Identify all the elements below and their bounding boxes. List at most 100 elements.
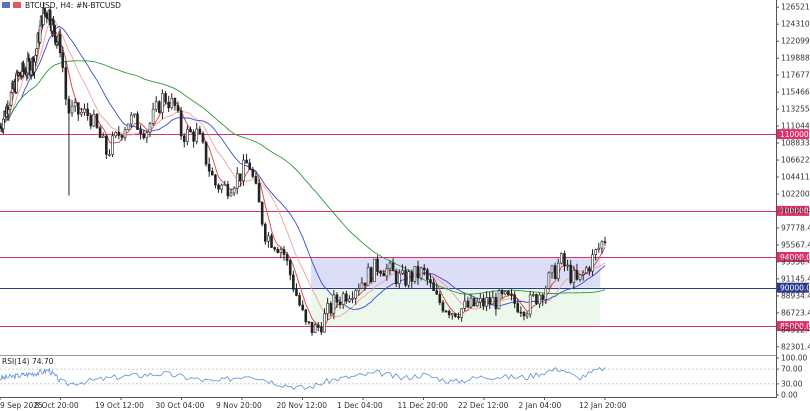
price-tick-label: 86723.4	[781, 308, 810, 317]
candle-body	[563, 253, 566, 267]
candle-body	[142, 133, 146, 139]
candle-body	[173, 97, 177, 106]
candle-body	[600, 241, 604, 249]
resistance-zone	[311, 256, 601, 288]
price-tick-label: 102200.4	[781, 190, 810, 199]
candle-body	[341, 293, 345, 305]
candle-body	[38, 25, 42, 43]
symbol-description: #N-BTCUSD	[76, 1, 121, 10]
candle-body	[329, 303, 333, 314]
candle-body	[276, 248, 280, 253]
candle-body	[588, 267, 591, 272]
candle-body	[326, 303, 329, 314]
rsi-panel: 100.00 70.00 30.00 0.00	[0, 354, 807, 400]
candle-body	[560, 253, 563, 264]
candle-body	[354, 290, 357, 299]
level-tag-94000	[777, 251, 809, 262]
candle-body	[301, 304, 304, 311]
candle-body	[500, 290, 504, 295]
candle-body	[254, 176, 258, 184]
candle-body	[235, 173, 239, 189]
candle-body	[503, 291, 507, 295]
candle-body	[158, 101, 161, 113]
candle-body	[398, 272, 401, 284]
candle-body	[556, 262, 560, 279]
candle-body	[260, 201, 264, 225]
candle-body	[454, 313, 457, 317]
candle-body	[438, 293, 442, 303]
chart-type-icon	[13, 2, 21, 8]
level-tag-110000	[777, 129, 809, 140]
time-tick-label: 9 Sep 2025	[0, 401, 43, 410]
candle-body	[497, 290, 501, 310]
candle-body	[572, 269, 576, 283]
candle-body	[528, 294, 532, 315]
candle-body	[575, 269, 579, 280]
candle-body	[80, 112, 83, 115]
level-tag-label: 100000.0	[780, 207, 810, 216]
candle-body	[591, 254, 594, 272]
time-tick-label: 1 Dec 04:00	[337, 401, 383, 410]
time-tick-label: 9 Nov 20:00	[216, 401, 262, 410]
candle-body	[164, 93, 167, 103]
candle-body	[35, 48, 39, 56]
candle-body	[404, 270, 407, 286]
candle-body	[214, 174, 217, 186]
candle-body	[101, 135, 105, 138]
price-tick-label: 97778.4	[781, 223, 810, 232]
candle-body	[176, 105, 180, 112]
candle-body	[92, 113, 96, 127]
candle-body	[460, 308, 463, 318]
rsi-tick-label: 100.00	[781, 354, 807, 363]
price-tick-label: 111044.4	[781, 122, 810, 131]
candle-body	[207, 163, 211, 172]
candle-body	[220, 184, 223, 190]
candle-body	[154, 101, 158, 110]
candle-body	[204, 141, 208, 165]
candle-body	[151, 108, 155, 124]
candle-body	[52, 20, 55, 26]
candle-body	[167, 101, 170, 109]
candle-body	[123, 129, 127, 138]
rsi-tick-label: 70.00	[781, 365, 803, 374]
candle-body	[366, 267, 370, 286]
candle-body	[475, 301, 479, 307]
candle-body	[391, 262, 395, 272]
candle-body	[267, 235, 270, 242]
candle-body	[401, 270, 404, 274]
price-tick-label: 99989.4	[781, 206, 810, 215]
candle-body	[360, 282, 364, 289]
candle-body	[357, 288, 361, 292]
candle-body	[273, 247, 276, 250]
candle-body	[282, 249, 286, 255]
candle-body	[270, 235, 273, 248]
symbol-icon	[2, 2, 10, 8]
price-tick-label: 95567.4	[781, 240, 810, 249]
candle-body	[133, 113, 136, 116]
level-tag-label: 85000.0	[780, 322, 810, 331]
candle-body	[145, 132, 149, 139]
level-tag-90000	[777, 282, 809, 293]
candle-body	[298, 295, 301, 306]
rsi-line	[0, 366, 606, 390]
candle-body	[307, 321, 311, 324]
candle-body	[120, 135, 124, 138]
candle-body	[594, 249, 597, 255]
candle-body	[435, 290, 439, 295]
candle-body	[382, 273, 386, 277]
candle-body	[516, 303, 520, 313]
candle-body	[310, 321, 314, 334]
candle-body	[422, 267, 426, 271]
price-tick-label: 88934.4	[781, 291, 810, 300]
candle-body	[441, 302, 445, 312]
symbol-label: BTCUSD, H4:	[25, 1, 73, 10]
candle-body	[450, 313, 454, 316]
candle-body	[535, 294, 538, 305]
candle-body	[432, 282, 435, 291]
candle-body	[226, 183, 230, 197]
candle-body	[263, 223, 267, 242]
candle-body	[553, 265, 557, 279]
candle-body	[316, 324, 320, 328]
